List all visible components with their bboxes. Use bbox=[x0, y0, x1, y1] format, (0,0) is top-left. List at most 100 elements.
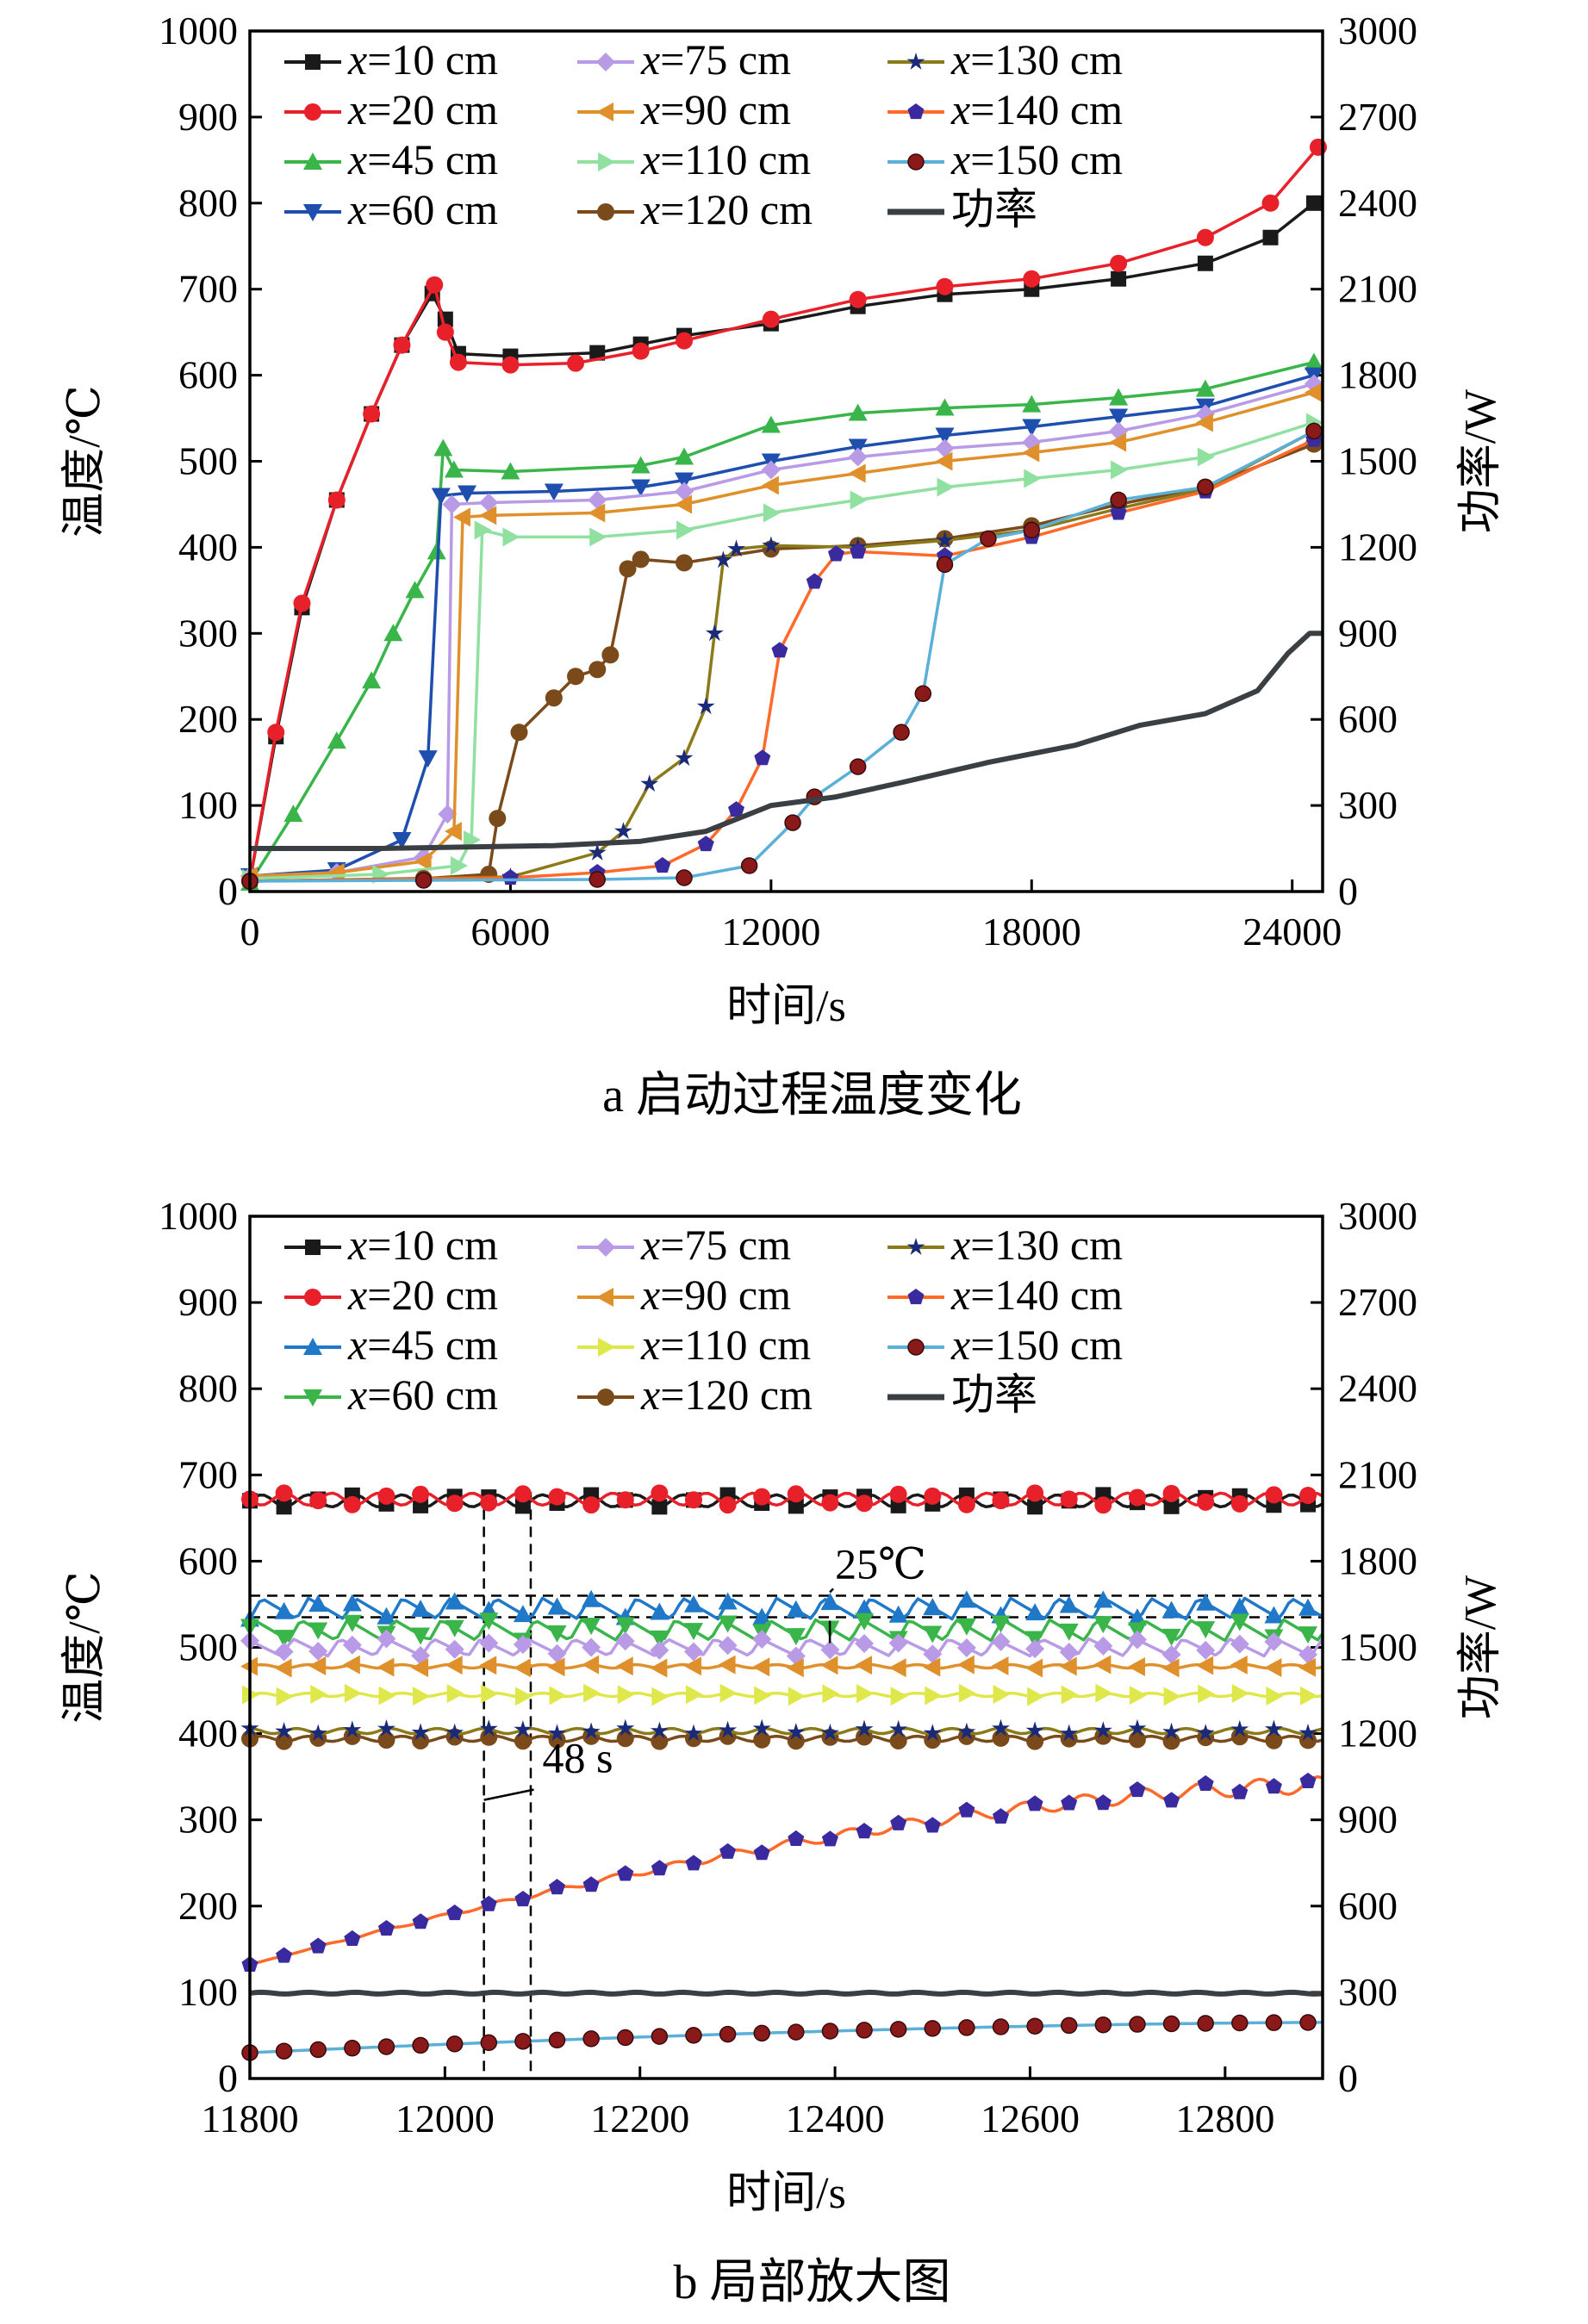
series-point-2 bbox=[274, 1601, 294, 1619]
series-point-0 bbox=[514, 1498, 531, 1514]
series-point-10 bbox=[784, 814, 801, 831]
series-point-10 bbox=[753, 2024, 770, 2042]
x-tick-label: 12000 bbox=[395, 2097, 495, 2141]
series-point-9 bbox=[1094, 1794, 1112, 1811]
series-point-9 bbox=[309, 1937, 327, 1954]
series-point-5 bbox=[683, 1656, 701, 1676]
legend-entry-0: x=10 cm bbox=[284, 1221, 498, 1269]
series-point-6 bbox=[651, 1687, 669, 1706]
y2-tick-label: 2100 bbox=[1338, 1452, 1417, 1496]
series-point-4 bbox=[820, 1640, 840, 1660]
series-point-4 bbox=[308, 1641, 328, 1661]
series-point-5 bbox=[1196, 1656, 1214, 1675]
legend-swatch-marker bbox=[304, 1289, 321, 1306]
y2-tick-label: 600 bbox=[1338, 697, 1398, 741]
y-tick-label: 100 bbox=[178, 1970, 238, 2014]
series-point-6 bbox=[850, 490, 868, 510]
series-point-9 bbox=[828, 545, 844, 562]
series-point-10 bbox=[685, 2027, 702, 2044]
series-point-9 bbox=[1197, 1774, 1214, 1791]
legend-swatch-marker bbox=[596, 103, 613, 121]
legend-label-text: =10 cm bbox=[367, 35, 498, 84]
series-point-5 bbox=[675, 494, 693, 514]
legend-label-text: =130 cm bbox=[970, 35, 1123, 84]
series-point-4 bbox=[1161, 1644, 1181, 1664]
series-point-9 bbox=[754, 749, 771, 766]
series-point-2 bbox=[411, 1600, 431, 1618]
legend-label: x=110 cm bbox=[640, 135, 811, 183]
series-point-1 bbox=[924, 1487, 942, 1505]
series-point-1 bbox=[1094, 1496, 1112, 1514]
y2-tick-label: 300 bbox=[1338, 783, 1398, 827]
series-point-10 bbox=[309, 2041, 327, 2059]
series-point-9 bbox=[446, 1905, 464, 1921]
series-point-1 bbox=[1128, 1488, 1146, 1507]
series-point-2 bbox=[362, 671, 382, 689]
series-point-8 bbox=[343, 1720, 362, 1738]
series-point-2 bbox=[855, 1599, 875, 1617]
series-line-0 bbox=[248, 202, 1315, 882]
series-point-1 bbox=[1197, 1493, 1215, 1511]
legend-label-var: x bbox=[640, 1320, 660, 1369]
series-point-6 bbox=[617, 1685, 635, 1705]
series-point-6 bbox=[474, 520, 492, 540]
series-point-8 bbox=[957, 1722, 976, 1740]
series-point-3 bbox=[1093, 1616, 1113, 1634]
series-point-4 bbox=[956, 1638, 976, 1658]
series-point-2 bbox=[501, 462, 520, 480]
series-point-8 bbox=[650, 1721, 669, 1739]
series-point-5 bbox=[855, 1656, 873, 1675]
y-tick-label: 600 bbox=[178, 1538, 238, 1582]
x-tick-label: 18000 bbox=[982, 910, 1081, 954]
series-point-6 bbox=[1266, 1686, 1284, 1706]
legend-label-var: x bbox=[950, 1320, 970, 1369]
legend-swatch-marker bbox=[907, 1289, 925, 1305]
series-point-8 bbox=[696, 697, 715, 715]
series-point-5 bbox=[1025, 1658, 1043, 1678]
series-point-10 bbox=[275, 2042, 293, 2060]
series-point-1 bbox=[548, 1488, 566, 1506]
series-point-10 bbox=[719, 2025, 737, 2043]
series-point-2 bbox=[675, 447, 694, 465]
series-point-2 bbox=[513, 1605, 532, 1623]
series-point-4 bbox=[547, 1644, 567, 1663]
series-point-7 bbox=[632, 550, 650, 569]
series-point-1 bbox=[856, 1494, 874, 1513]
legend-entry-9: x=140 cm bbox=[887, 85, 1123, 134]
legend-label-text: =130 cm bbox=[970, 1221, 1123, 1269]
series-point-6 bbox=[676, 520, 694, 540]
series-point-4 bbox=[1196, 1640, 1216, 1660]
series-point-6 bbox=[1095, 1683, 1113, 1703]
legend-entry-1: x=20 cm bbox=[284, 85, 498, 134]
series-point-1 bbox=[787, 1485, 805, 1503]
series-point-1 bbox=[753, 1488, 771, 1506]
series-point-5 bbox=[888, 1658, 906, 1678]
series-point-10 bbox=[893, 724, 910, 741]
series-point-4 bbox=[1230, 1634, 1249, 1654]
series-point-5 bbox=[752, 1657, 770, 1677]
legend-label-var: x bbox=[347, 185, 367, 233]
series-point-6 bbox=[378, 1686, 396, 1706]
series-point-3 bbox=[1022, 419, 1042, 437]
series-point-5 bbox=[452, 507, 470, 527]
series-line-6 bbox=[249, 1691, 1323, 1699]
chart-panel-b: 0 100 200 300 400 500 600 700 800 900 1000 0 300 600 9… bbox=[60, 1194, 1505, 2309]
series-point-7 bbox=[567, 668, 585, 686]
series-line-3 bbox=[248, 1618, 1324, 1643]
series-point-7 bbox=[545, 689, 563, 707]
series-point-2 bbox=[433, 438, 453, 457]
series-point-2 bbox=[427, 542, 446, 560]
legend-label: x=20 cm bbox=[347, 85, 498, 134]
y-tick-label: 400 bbox=[178, 525, 238, 569]
series-point-8 bbox=[1093, 1721, 1112, 1739]
legend-swatch-marker bbox=[304, 103, 321, 121]
legend-label-var: x bbox=[640, 1370, 660, 1419]
series-point-10 bbox=[936, 556, 954, 574]
series-line-7 bbox=[249, 1734, 1323, 1743]
x-axis-label: 时间/s bbox=[726, 2169, 846, 2218]
series-point-10 bbox=[958, 2019, 975, 2036]
series-point-1 bbox=[1026, 1484, 1044, 1502]
y2-tick-label: 1500 bbox=[1338, 439, 1417, 483]
y-axis-label: 温度/℃ bbox=[60, 385, 109, 538]
legend-label-var: x bbox=[950, 1221, 970, 1269]
